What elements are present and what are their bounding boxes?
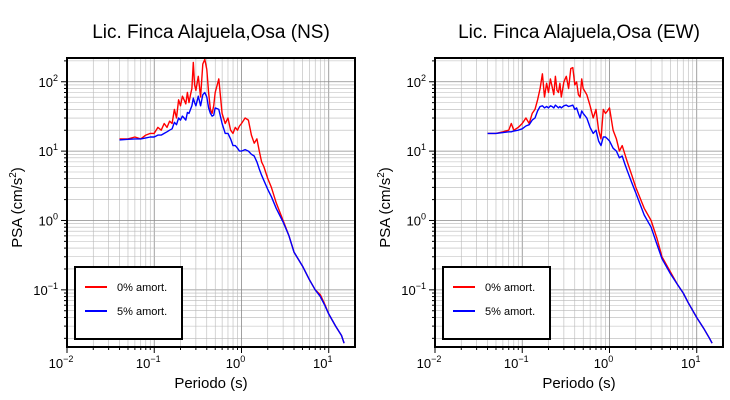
y-tick-label: 102 [407, 73, 426, 90]
x-tick-label: 10−1 [504, 354, 529, 371]
x-tick-label: 101 [313, 354, 332, 371]
y-tick-label: 10−1 [33, 281, 58, 298]
y-axis-label: PSA (cm/s2) [376, 167, 394, 248]
x-axis-label: Periodo (s) [542, 375, 615, 392]
plot-frame [434, 57, 724, 348]
series-line-red [119, 58, 345, 344]
y-tick-label: 101 [407, 142, 426, 159]
y-tick-label: 100 [407, 211, 426, 228]
legend: 0% amort. 5% amort. [74, 266, 183, 340]
x-tick-label: 10−1 [136, 354, 161, 371]
chart-panel-ew: 10−2 10−1 100 101 10−1 100 101 102 Lic. Finca Al… [376, 22, 724, 392]
x-tick-label: 100 [594, 354, 613, 371]
chart-title: Lic. Finca Alajuela,Osa (NS) [92, 22, 330, 43]
legend-label: 5% amort. [485, 306, 535, 318]
series-line-red [487, 66, 713, 344]
x-tick-label: 101 [681, 354, 700, 371]
legend-box [442, 266, 551, 340]
legend: 0% amort. 5% amort. [442, 266, 551, 340]
chart-title: Lic. Finca Alajuela,Osa (EW) [458, 22, 700, 43]
y-tick-label: 101 [39, 142, 58, 159]
x-axis-label: Periodo (s) [174, 375, 247, 392]
y-tick-label: 10−1 [401, 281, 426, 298]
legend-box [74, 266, 183, 340]
series-line-blue [119, 91, 345, 344]
x-tick-label: 10−2 [417, 354, 442, 371]
y-tick-label: 102 [39, 73, 58, 90]
x-tick-label: 10−2 [49, 354, 74, 371]
y-tick-label: 100 [39, 211, 58, 228]
legend-label: 5% amort. [117, 306, 167, 318]
series-line-blue [487, 104, 713, 344]
y-axis-label: PSA (cm/s2) [8, 167, 26, 248]
legend-label: 0% amort. [117, 282, 167, 294]
chart-panel-ns: 10−2 10−1 100 101 10−1 100 101 102 Lic. Finca Al… [8, 22, 356, 392]
x-tick-label: 100 [226, 354, 245, 371]
plot-frame [66, 57, 356, 348]
legend-label: 0% amort. [485, 282, 535, 294]
